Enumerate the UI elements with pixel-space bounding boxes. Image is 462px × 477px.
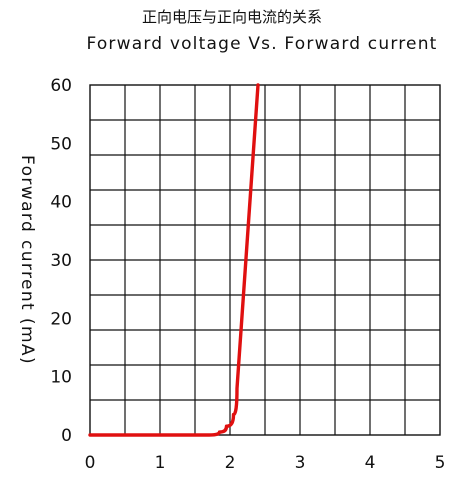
x-tick-label: 1	[155, 453, 166, 473]
x-tick-label: 5	[435, 453, 446, 473]
y-tick-label: 40	[50, 193, 72, 213]
y-tick-label: 60	[50, 76, 72, 96]
y-tick-label: 20	[50, 309, 72, 329]
x-tick-label: 3	[295, 453, 306, 473]
chart-subtitle: Forward voltage Vs. Forward current	[86, 34, 437, 54]
chart-title: 正向电压与正向电流的关系	[142, 8, 322, 26]
x-axis-ticks: 0 1 2 3 4 5	[85, 453, 446, 473]
x-tick-label: 4	[365, 453, 376, 473]
y-axis-label: Forward current (mA)	[17, 155, 37, 365]
y-tick-label: 30	[50, 251, 72, 271]
plot-frame	[89, 84, 441, 436]
x-tick-label: 2	[225, 453, 236, 473]
series-line	[88, 83, 260, 437]
y-tick-label: 10	[50, 368, 72, 388]
y-tick-label: 50	[50, 134, 72, 154]
y-axis-ticks: 0 10 20 30 40 50 60	[50, 76, 72, 446]
grid	[89, 84, 441, 436]
series-group	[88, 83, 260, 437]
y-tick-label: 0	[61, 426, 72, 446]
x-tick-label: 0	[85, 453, 96, 473]
